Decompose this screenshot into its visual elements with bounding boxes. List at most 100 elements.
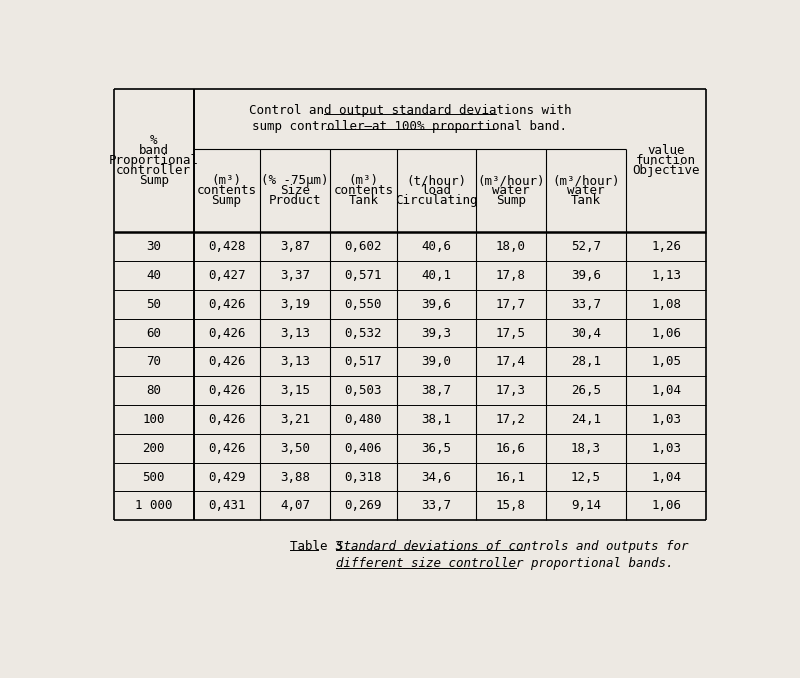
Text: Objective: Objective [633,164,700,177]
Text: 1,03: 1,03 [651,413,682,426]
Text: 0,318: 0,318 [345,471,382,483]
Text: Standard deviations of controls and outputs for: Standard deviations of controls and outp… [336,540,689,553]
Text: Tank: Tank [571,194,601,207]
Text: 70: 70 [146,355,162,368]
Text: (m³/hour): (m³/hour) [552,174,620,187]
Text: (m³): (m³) [349,174,378,187]
Text: 39,6: 39,6 [571,269,601,282]
Text: 3,50: 3,50 [280,442,310,455]
Text: 18,3: 18,3 [571,442,601,455]
Text: 3,19: 3,19 [280,298,310,311]
Text: 16,6: 16,6 [496,442,526,455]
Text: 200: 200 [142,442,165,455]
Text: value: value [647,144,685,157]
Text: 0,550: 0,550 [345,298,382,311]
Text: 17,4: 17,4 [496,355,526,368]
Text: 500: 500 [142,471,165,483]
Text: 1,06: 1,06 [651,327,682,340]
Text: Sump: Sump [211,194,242,207]
Text: %: % [150,134,158,147]
Text: 0,429: 0,429 [208,471,246,483]
Text: 1,13: 1,13 [651,269,682,282]
Text: 1,08: 1,08 [651,298,682,311]
Text: 26,5: 26,5 [571,384,601,397]
Text: contents: contents [334,184,394,197]
Text: 3,88: 3,88 [280,471,310,483]
Text: 3,37: 3,37 [280,269,310,282]
Text: 0,426: 0,426 [208,327,246,340]
Text: 0,426: 0,426 [208,298,246,311]
Text: 1,05: 1,05 [651,355,682,368]
Text: 0,602: 0,602 [345,240,382,253]
Text: 40,1: 40,1 [422,269,451,282]
Text: 0,532: 0,532 [345,327,382,340]
Text: 1 000: 1 000 [135,500,173,513]
Text: contents: contents [197,184,257,197]
Text: 1,26: 1,26 [651,240,682,253]
Text: 30,4: 30,4 [571,327,601,340]
Text: 17,2: 17,2 [496,413,526,426]
Text: different size controller proportional bands.: different size controller proportional b… [336,557,674,570]
Text: 17,7: 17,7 [496,298,526,311]
Text: 39,3: 39,3 [422,327,451,340]
Text: 18,0: 18,0 [496,240,526,253]
Text: 0,428: 0,428 [208,240,246,253]
Text: 3,15: 3,15 [280,384,310,397]
Text: Proportional: Proportional [109,154,198,167]
Text: (% -75μm): (% -75μm) [262,174,329,187]
Text: Sump: Sump [138,174,169,187]
Text: 3,13: 3,13 [280,355,310,368]
Text: 1,04: 1,04 [651,384,682,397]
Text: (t/hour): (t/hour) [406,174,466,187]
Text: 0,431: 0,431 [208,500,246,513]
Text: 4,07: 4,07 [280,500,310,513]
Text: 38,7: 38,7 [422,384,451,397]
Text: Size: Size [280,184,310,197]
Text: 39,6: 39,6 [422,298,451,311]
Text: 0,480: 0,480 [345,413,382,426]
Text: 0,427: 0,427 [208,269,246,282]
Text: 24,1: 24,1 [571,413,601,426]
Text: 1,06: 1,06 [651,500,682,513]
Text: 39,0: 39,0 [422,355,451,368]
Text: 17,5: 17,5 [496,327,526,340]
Text: 1,04: 1,04 [651,471,682,483]
Text: 1,03: 1,03 [651,442,682,455]
Text: 38,1: 38,1 [422,413,451,426]
Text: 17,3: 17,3 [496,384,526,397]
Text: 33,7: 33,7 [422,500,451,513]
Text: 52,7: 52,7 [571,240,601,253]
Text: 3,87: 3,87 [280,240,310,253]
Text: Table 3: Table 3 [290,540,342,553]
Text: (m³): (m³) [211,174,242,187]
Text: 0,426: 0,426 [208,355,246,368]
Text: Control and output standard deviations with: Control and output standard deviations w… [249,104,571,117]
Text: (m³/hour): (m³/hour) [477,174,545,187]
Text: 0,517: 0,517 [345,355,382,368]
Text: sump controller–at 100% proportional band.: sump controller–at 100% proportional ban… [253,119,567,132]
Text: 40,6: 40,6 [422,240,451,253]
Text: band: band [138,144,169,157]
Text: 60: 60 [146,327,162,340]
Text: 100: 100 [142,413,165,426]
Text: 9,14: 9,14 [571,500,601,513]
Text: function: function [636,154,696,167]
Text: 40: 40 [146,269,162,282]
Text: 15,8: 15,8 [496,500,526,513]
Text: 12,5: 12,5 [571,471,601,483]
Text: 3,13: 3,13 [280,327,310,340]
Text: 16,1: 16,1 [496,471,526,483]
Text: water: water [567,184,605,197]
Text: 3,21: 3,21 [280,413,310,426]
Text: 0,426: 0,426 [208,413,246,426]
Text: 34,6: 34,6 [422,471,451,483]
Text: Product: Product [269,194,322,207]
Text: 50: 50 [146,298,162,311]
Text: 0,426: 0,426 [208,384,246,397]
Text: 0,406: 0,406 [345,442,382,455]
Text: 80: 80 [146,384,162,397]
Text: 17,8: 17,8 [496,269,526,282]
Text: 0,503: 0,503 [345,384,382,397]
Text: 0,426: 0,426 [208,442,246,455]
Text: Circulating: Circulating [395,194,478,207]
